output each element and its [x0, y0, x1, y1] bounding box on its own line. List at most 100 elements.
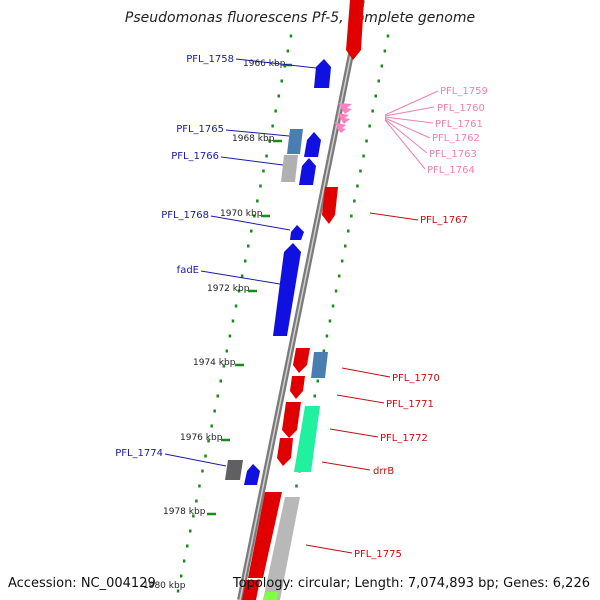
track-dot — [295, 484, 298, 488]
track-dot — [347, 229, 350, 233]
gene-shape-pfl1763[interactable] — [334, 122, 346, 130]
track-dot — [353, 199, 356, 203]
track-dot — [195, 499, 198, 503]
gene-label-pfl1761[interactable]: PFL_1761 — [435, 119, 483, 130]
gene-label-pfl1770[interactable]: PFL_1770 — [392, 373, 440, 384]
track-dot — [247, 244, 250, 248]
gene-shape-pfl1765[interactable] — [287, 129, 303, 154]
gene-label-drrb[interactable]: drrB — [373, 466, 394, 477]
accession-text: Accession: NC_004129 — [8, 576, 156, 591]
track-dot — [386, 34, 390, 38]
gene-shape-pfl1761[interactable] — [337, 113, 349, 120]
track-dot — [237, 289, 241, 293]
gene-label-pfl1760[interactable]: PFL_1760 — [437, 103, 485, 114]
gene-shape-green-bottom[interactable] — [264, 592, 278, 600]
kbp-label: 1974 kbp — [193, 358, 236, 368]
gene-label-pfl1764[interactable]: PFL_1764 — [427, 165, 475, 176]
track-dot — [325, 334, 329, 338]
kbp-label: 1970 kbp — [220, 209, 263, 219]
gene-label-pfl1775[interactable]: PFL_1775 — [354, 549, 402, 560]
track-dot — [228, 334, 232, 338]
track-dot — [337, 274, 341, 278]
gene-shape-blue-1774b[interactable] — [244, 464, 260, 485]
track-dot — [182, 559, 186, 563]
track-dot — [368, 124, 371, 128]
gene-shape-red-bottom[interactable] — [242, 580, 260, 600]
track-dot — [316, 379, 319, 383]
track-dot — [176, 589, 180, 593]
gene-label-pfl1762[interactable]: PFL_1762 — [432, 133, 480, 144]
gene-shape-pfl1772[interactable] — [294, 406, 320, 472]
gene-label-pfl1768[interactable]: PFL_1768 — [161, 210, 209, 221]
track-dot — [250, 229, 253, 233]
gene-label-pfl1765[interactable]: PFL_1765 — [176, 124, 224, 135]
gene-label-pfl1767[interactable]: PFL_1767 — [420, 215, 468, 226]
gene-shape-drrb[interactable] — [277, 438, 293, 466]
track-dot — [274, 109, 277, 113]
gene-shape-pfl1767[interactable] — [322, 187, 338, 224]
gene-shape-pfl1766[interactable] — [281, 155, 298, 182]
kbp-label: 1976 kbp — [180, 433, 223, 443]
track-dot — [313, 394, 316, 398]
gene-shape-blue-a[interactable] — [304, 132, 321, 157]
track-dot — [222, 364, 226, 368]
kbp-label: 1978 kbp — [163, 507, 206, 517]
gene-shape-red-top[interactable] — [346, 0, 364, 60]
gene-shape-pfl1762[interactable] — [339, 117, 350, 124]
track-dot — [344, 244, 347, 248]
gene-shape-pfl1764[interactable] — [336, 127, 346, 133]
track-dot — [265, 154, 268, 158]
track-dot — [356, 184, 359, 188]
track-dot — [210, 424, 213, 428]
map-title: Pseudomonas fluorescens Pf-5, complete g… — [125, 10, 475, 26]
gene-shape-pfl1774[interactable] — [225, 460, 243, 480]
track-dot — [179, 574, 183, 578]
gene-label-fade[interactable]: fadE — [177, 265, 199, 276]
gene-shape-pfl1759[interactable] — [338, 103, 352, 110]
gene-shape-pfl1771[interactable] — [290, 376, 305, 399]
right-pink-labels — [384, 90, 439, 170]
gene-shape-pfl1760[interactable] — [340, 107, 352, 114]
gene-label-pfl1763[interactable]: PFL_1763 — [429, 149, 477, 160]
track-dot — [192, 514, 195, 518]
track-dot — [377, 79, 380, 83]
track-dot — [234, 304, 238, 308]
gene-label-pfl1771[interactable]: PFL_1771 — [386, 399, 434, 410]
gene-label-pfl1772[interactable]: PFL_1772 — [380, 433, 428, 444]
gene-shape-pfl1758[interactable] — [314, 59, 331, 88]
gene-label-pfl1774[interactable]: PFL_1774 — [115, 448, 163, 459]
left-gene-labels: PFL_1758 PFL_1765 PFL_1766 PFL_1768 fadE… — [115, 54, 317, 467]
track-dot — [253, 214, 256, 218]
gene-shape-pfl1775[interactable] — [263, 497, 300, 600]
gene-shape-red-1770a[interactable] — [293, 348, 310, 373]
track-dot — [262, 169, 265, 173]
track-dot — [328, 319, 332, 323]
gene-shape-blue-b[interactable] — [299, 158, 316, 185]
track-dot — [207, 439, 210, 443]
gene-shape-red-1775a[interactable] — [248, 492, 282, 578]
pink-label-texts: PFL_1759 PFL_1760 PFL_1761 PFL_1762 PFL_… — [427, 86, 488, 176]
track-dot — [380, 64, 384, 68]
track-dot — [216, 394, 219, 398]
kbp-label: 1980 kbp — [143, 581, 186, 591]
track-dot — [277, 94, 280, 98]
gene-label-pfl1758[interactable]: PFL_1758 — [186, 54, 234, 65]
gene-shape-pfl1770[interactable] — [311, 352, 328, 378]
track-dot — [225, 349, 229, 353]
track-dot — [198, 484, 201, 488]
right-gene-labels: PFL_1767 PFL_1770 PFL_1771 PFL_1772 drrB… — [305, 212, 468, 560]
kbp-label: 1966 kbp — [243, 59, 286, 69]
track-dot — [289, 34, 293, 38]
gene-label-pfl1759[interactable]: PFL_1759 — [440, 86, 488, 97]
track-dot — [359, 169, 362, 173]
gene-label-pfl1766[interactable]: PFL_1766 — [171, 151, 219, 162]
track-dot — [219, 379, 222, 383]
genome-backbone-highlight — [239, 0, 363, 600]
track-dot — [322, 349, 326, 353]
gene-shape-pfl1768[interactable] — [290, 225, 304, 240]
track-dot — [271, 124, 274, 128]
track-dot — [374, 94, 377, 98]
gene-shape-fade[interactable] — [273, 243, 301, 336]
gene-shape-red-1772a[interactable] — [282, 402, 301, 438]
track-dot — [334, 289, 338, 293]
